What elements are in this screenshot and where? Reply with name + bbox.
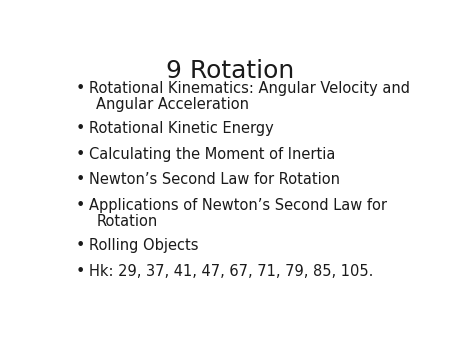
Text: •: • xyxy=(76,264,85,279)
Text: Rotational Kinetic Energy: Rotational Kinetic Energy xyxy=(90,121,274,136)
Text: •: • xyxy=(76,238,85,253)
Text: Rolling Objects: Rolling Objects xyxy=(90,238,199,253)
Text: Angular Acceleration: Angular Acceleration xyxy=(96,97,249,112)
Text: Hk: 29, 37, 41, 47, 67, 71, 79, 85, 105.: Hk: 29, 37, 41, 47, 67, 71, 79, 85, 105. xyxy=(90,264,374,279)
Text: Rotational Kinematics: Angular Velocity and: Rotational Kinematics: Angular Velocity … xyxy=(90,81,410,96)
Text: 9 Rotation: 9 Rotation xyxy=(166,59,295,83)
Text: •: • xyxy=(76,121,85,136)
Text: Applications of Newton’s Second Law for: Applications of Newton’s Second Law for xyxy=(90,198,387,213)
Text: •: • xyxy=(76,172,85,187)
Text: Calculating the Moment of Inertia: Calculating the Moment of Inertia xyxy=(90,147,336,162)
Text: •: • xyxy=(76,198,85,213)
Text: •: • xyxy=(76,147,85,162)
Text: Rotation: Rotation xyxy=(96,214,158,228)
Text: Newton’s Second Law for Rotation: Newton’s Second Law for Rotation xyxy=(90,172,340,187)
Text: •: • xyxy=(76,81,85,96)
